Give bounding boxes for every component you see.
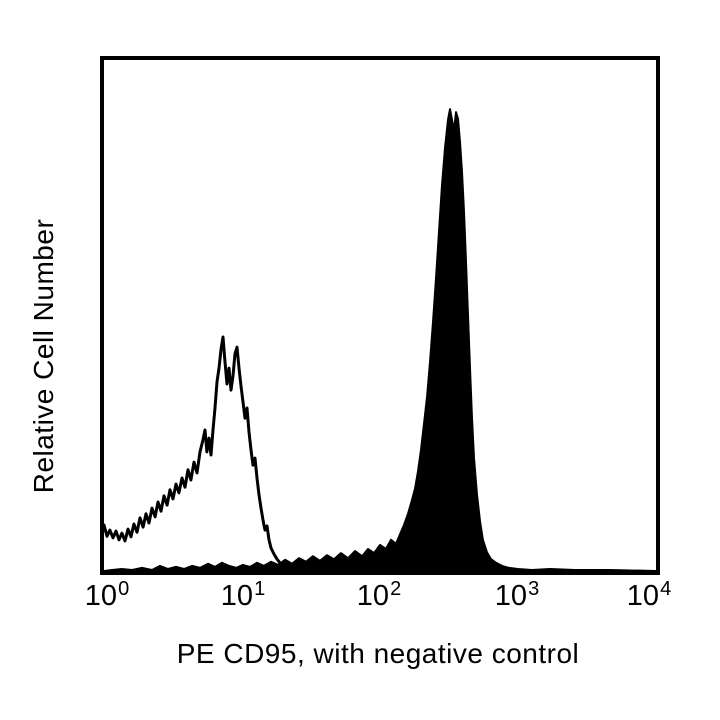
exponent: 2: [390, 578, 402, 600]
exponent: 1: [254, 578, 266, 600]
plot-area: [100, 56, 660, 575]
y-axis-label: Relative Cell Number: [28, 218, 59, 494]
exponent: 4: [660, 578, 672, 600]
x-axis-label: PE CD95, with negative control: [176, 638, 580, 669]
series-pe-cd95-filled: [104, 108, 656, 571]
exponent: 0: [118, 578, 130, 600]
exponent: 3: [528, 578, 540, 600]
x-tick-10e1: 101: [220, 578, 266, 612]
x-tick-10e2: 102: [356, 578, 402, 612]
series-negative-control-outline: [104, 335, 402, 571]
histogram-canvas: [104, 108, 656, 571]
x-tick-10e0: 100: [84, 578, 130, 612]
x-tick-10e3: 103: [494, 578, 540, 612]
x-tick-10e4: 104: [626, 578, 672, 612]
